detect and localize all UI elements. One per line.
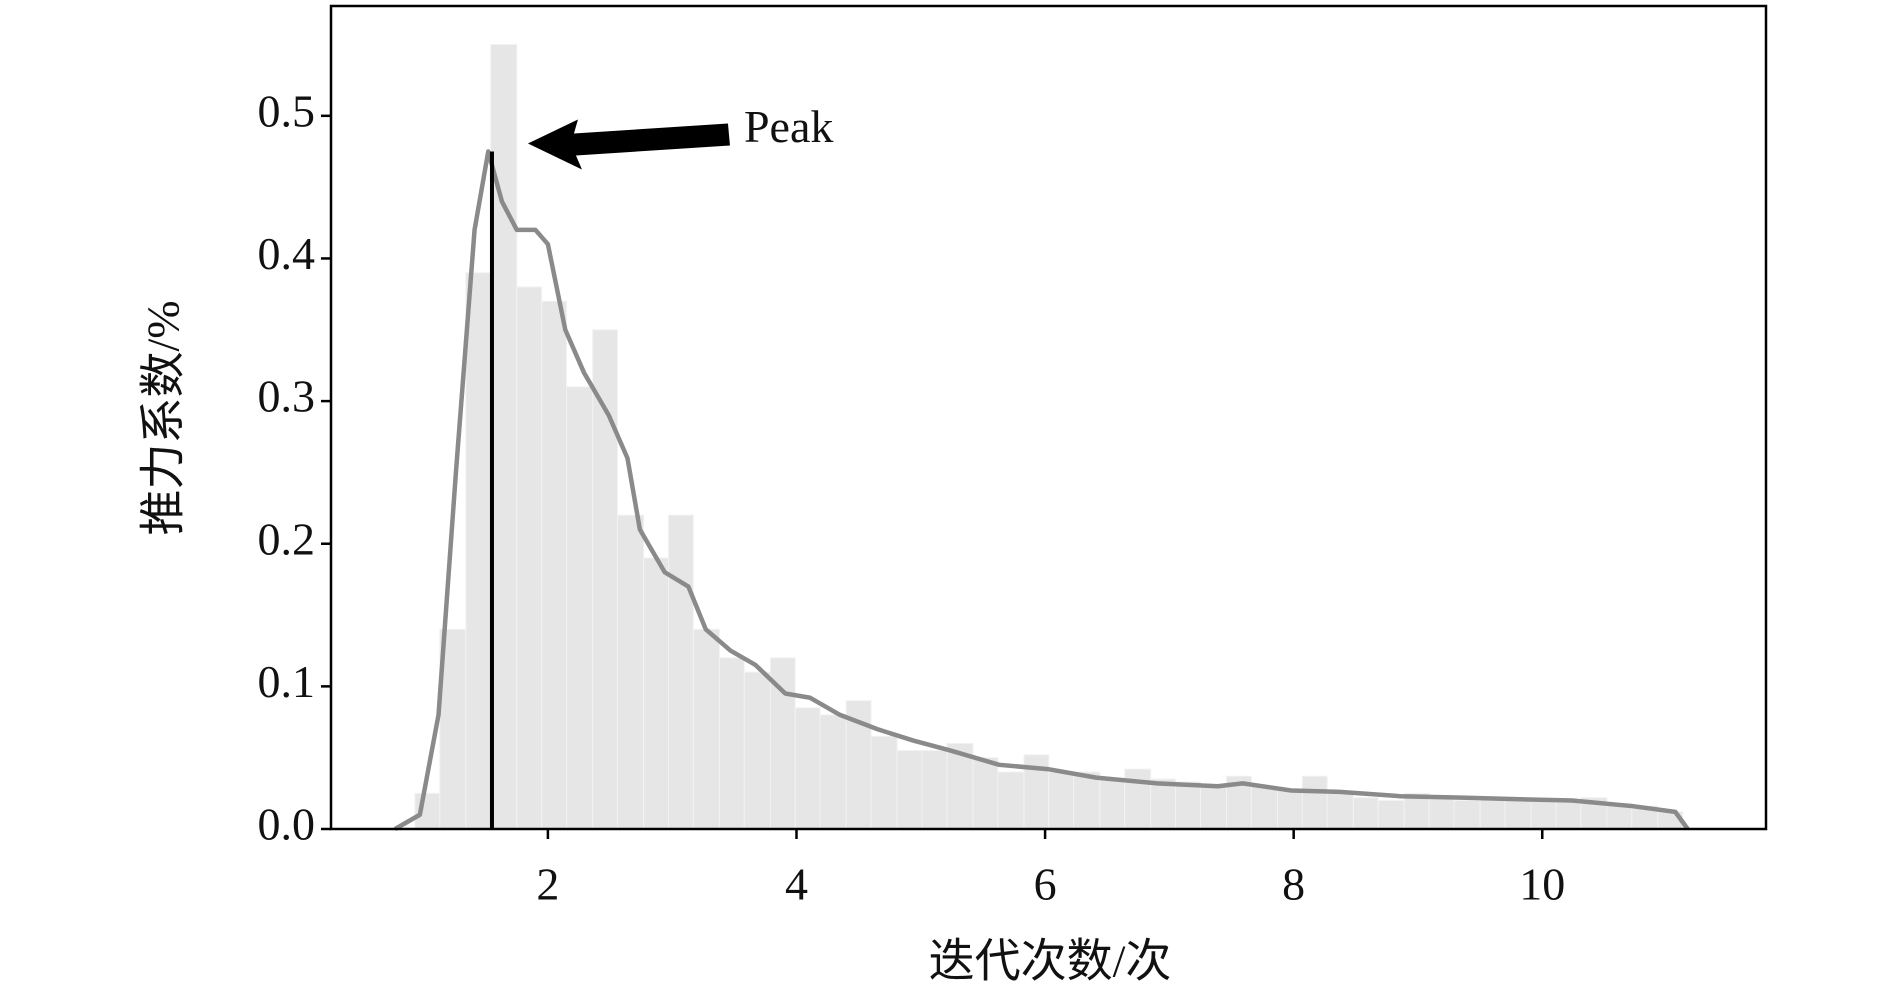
bar — [1530, 799, 1557, 830]
y-tick-label: 0.2 — [258, 513, 316, 564]
bar — [972, 757, 999, 830]
bar — [794, 707, 821, 830]
bar — [743, 671, 771, 830]
bar — [997, 771, 1025, 830]
bar — [1377, 799, 1405, 830]
x-axis-label: 迭代次数/次 — [929, 936, 1172, 987]
bar — [1352, 797, 1379, 830]
bar — [1099, 778, 1126, 830]
bar — [1073, 771, 1101, 830]
bar — [541, 300, 568, 830]
bar — [819, 714, 847, 830]
bar — [1301, 775, 1328, 830]
bar — [1277, 788, 1303, 830]
y-tick-label: 0.4 — [258, 228, 316, 279]
bar — [1428, 797, 1455, 830]
bar — [490, 44, 518, 830]
bar — [566, 386, 594, 830]
bar — [1479, 797, 1506, 830]
bar — [667, 514, 694, 830]
bar — [1150, 778, 1177, 830]
bar — [718, 657, 745, 830]
annotation: Peak — [744, 101, 833, 152]
plot-frame — [329, 4, 1768, 831]
bar — [921, 750, 948, 830]
bar — [643, 557, 669, 830]
bar — [1124, 768, 1152, 830]
peak-arrow — [527, 119, 730, 170]
y-tick-label: 0.1 — [258, 656, 316, 707]
y-axis-label: 推力系数/% — [138, 300, 189, 535]
x-tick-label: 4 — [785, 859, 808, 910]
x-tick-label: 10 — [1519, 859, 1565, 910]
bar — [1453, 799, 1481, 830]
bar — [896, 750, 923, 830]
y-tick-label: 0.3 — [258, 371, 316, 422]
y-tick-label: 0.5 — [258, 85, 316, 136]
density-line — [393, 149, 1690, 831]
bar — [1250, 785, 1279, 830]
bar — [1326, 792, 1354, 830]
bar — [1048, 771, 1075, 830]
y-tick-label: 0.0 — [258, 799, 316, 850]
bar — [516, 286, 543, 830]
x-tick-label: 2 — [536, 859, 559, 910]
bar — [1555, 799, 1582, 830]
bar — [617, 514, 645, 830]
bar — [1199, 785, 1228, 830]
x-tick-label: 8 — [1282, 859, 1305, 910]
bar — [692, 628, 720, 830]
bar — [1504, 799, 1532, 830]
bar — [465, 272, 492, 830]
x-tick-label: 6 — [1034, 859, 1057, 910]
bar — [1175, 781, 1201, 830]
bar — [870, 735, 898, 830]
